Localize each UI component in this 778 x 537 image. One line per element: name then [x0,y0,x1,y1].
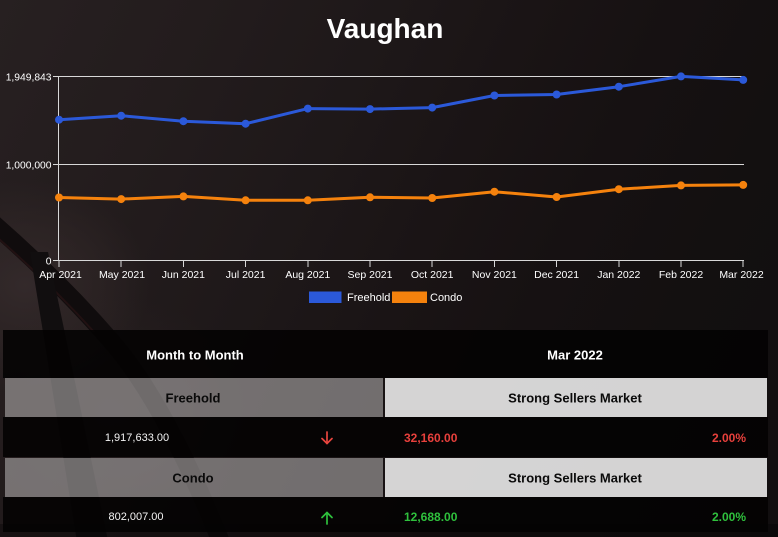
svg-text:Jan 2022: Jan 2022 [597,269,640,281]
svg-text:Apr 2021: Apr 2021 [39,269,82,281]
svg-text:Freehold: Freehold [347,292,390,304]
svg-text:Sep 2021: Sep 2021 [348,269,393,281]
svg-text:Mar 2022: Mar 2022 [719,269,764,281]
svg-text:0: 0 [46,257,52,268]
svg-text:Nov 2021: Nov 2021 [472,269,517,281]
svg-text:Aug 2021: Aug 2021 [285,269,330,281]
svg-text:Oct 2021: Oct 2021 [411,269,454,281]
svg-text:1,949,843: 1,949,843 [6,73,52,84]
svg-text:Jun 2021: Jun 2021 [162,269,205,281]
svg-text:Jul 2021: Jul 2021 [226,269,266,281]
svg-text:Condo: Condo [430,292,462,304]
svg-text:Dec 2021: Dec 2021 [534,269,579,281]
svg-text:Feb 2022: Feb 2022 [659,269,704,281]
svg-text:May 2021: May 2021 [99,269,145,281]
svg-text:1,000,000: 1,000,000 [6,161,52,172]
